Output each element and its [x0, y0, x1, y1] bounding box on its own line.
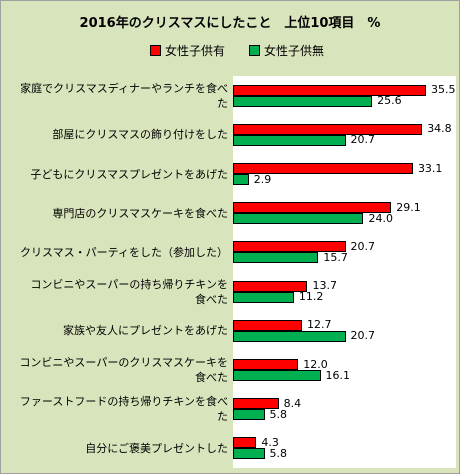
bar-with-children	[233, 241, 346, 253]
bar-without-children	[233, 370, 321, 381]
data-label: 15.7	[323, 250, 348, 264]
bar-without-children	[233, 213, 364, 225]
bar-without-children	[233, 252, 319, 264]
category-label-line: 子どもにクリスマスプレゼントをあげた	[30, 167, 228, 181]
legend: 女性子供有 女性子供無	[150, 42, 324, 59]
category-label-line: ファーストフードの持ち帰りチキンを食べ	[19, 395, 228, 409]
legend-swatch-with-children	[150, 45, 161, 56]
data-label: 5.8	[269, 407, 288, 421]
bar-with-children	[233, 398, 279, 410]
category-label: 家族や友人にプレゼントをあげた	[4, 313, 228, 349]
category-label-line: クリスマス・パーティをした（参加した）	[19, 245, 228, 259]
bar-with-children	[233, 123, 423, 135]
legend-label-with-children: 女性子供有	[165, 44, 226, 58]
data-label: 5.8	[269, 446, 288, 460]
category-label: 部屋にクリスマスの飾り付けをした	[4, 117, 228, 153]
data-label: 33.1	[417, 161, 443, 175]
category-label: ファーストフードの持ち帰りチキンを食べた	[4, 391, 228, 427]
bar-with-children	[233, 280, 308, 292]
category-label: コンビニやスーパーの持ち帰りチキンを 食べた	[4, 274, 228, 310]
bar-without-children	[233, 448, 265, 460]
category-label-line: 専門店のクリスマスケーキを食べた	[52, 206, 228, 220]
bar-with-children	[233, 163, 413, 174]
category-label: 専門店のクリスマスケーキを食べた	[4, 195, 228, 231]
data-label: 24.0	[368, 211, 393, 225]
bar-with-children	[233, 202, 392, 214]
data-label: 34.8	[427, 122, 452, 136]
bar-without-children	[233, 134, 346, 146]
category-label: コンビニやスーパーのクリスマスケーキを食べた	[4, 352, 228, 388]
data-label: 29.1	[396, 200, 421, 214]
category-label-line: 部屋にクリスマスの飾り付けをした	[52, 128, 228, 142]
data-label: 20.7	[350, 239, 376, 253]
category-label: 子どもにクリスマスプレゼントをあげた	[4, 156, 228, 192]
data-label: 13.7	[312, 279, 337, 293]
category-label-line: 自分にご褒美プレゼントした	[85, 441, 228, 455]
category-label-line: 家庭でクリスマスディナーやランチを食べ	[20, 81, 228, 95]
bar-with-children	[233, 319, 303, 331]
legend-label-without-children: 女性子供無	[264, 44, 325, 58]
category-label-line: 家族や友人にプレゼントをあげた	[63, 324, 228, 338]
bar-with-children	[233, 437, 257, 449]
data-label: 8.4	[283, 396, 302, 410]
bar-without-children	[233, 409, 265, 421]
data-label: 12.0	[303, 357, 328, 371]
bar-without-children	[233, 95, 373, 107]
bar-without-children	[233, 330, 346, 342]
data-label: 2.9	[253, 172, 272, 186]
data-label: 20.7	[350, 133, 376, 147]
data-label: 20.7	[350, 329, 376, 343]
category-label: 家庭でクリスマスディナーやランチを食べた	[4, 78, 228, 114]
data-label: 16.1	[325, 368, 351, 382]
category-label-line: た	[217, 96, 228, 110]
category-label-line: 食べた	[195, 292, 228, 306]
data-label: 11.2	[298, 290, 324, 304]
data-label: 4.3	[261, 435, 279, 449]
category-label-line: コンビニやスーパーの持ち帰りチキンを	[30, 277, 228, 291]
legend-item-without-children: 女性子供無	[249, 42, 324, 59]
bar-without-children	[233, 291, 294, 303]
data-label: 12.7	[307, 318, 332, 332]
category-label-line: 食べた	[195, 371, 228, 384]
category-label: クリスマス・パーティをした（参加した）	[4, 234, 228, 270]
legend-swatch-without-children	[249, 45, 261, 56]
bar-with-children	[233, 84, 426, 96]
category-label-line: た	[217, 410, 228, 424]
chart-title: 2016年のクリスマスにしたこと 上位10項目 %	[79, 16, 381, 31]
category-label: 自分にご褒美プレゼントした	[4, 430, 228, 466]
legend-item-with-children: 女性子供有	[150, 42, 225, 59]
data-label: 35.5	[431, 83, 456, 97]
data-label: 25.6	[377, 94, 402, 108]
category-label-line: コンビニやスーパーのクリスマスケーキを	[19, 356, 228, 369]
bar-without-children	[233, 174, 249, 185]
bar-with-children	[233, 359, 299, 370]
